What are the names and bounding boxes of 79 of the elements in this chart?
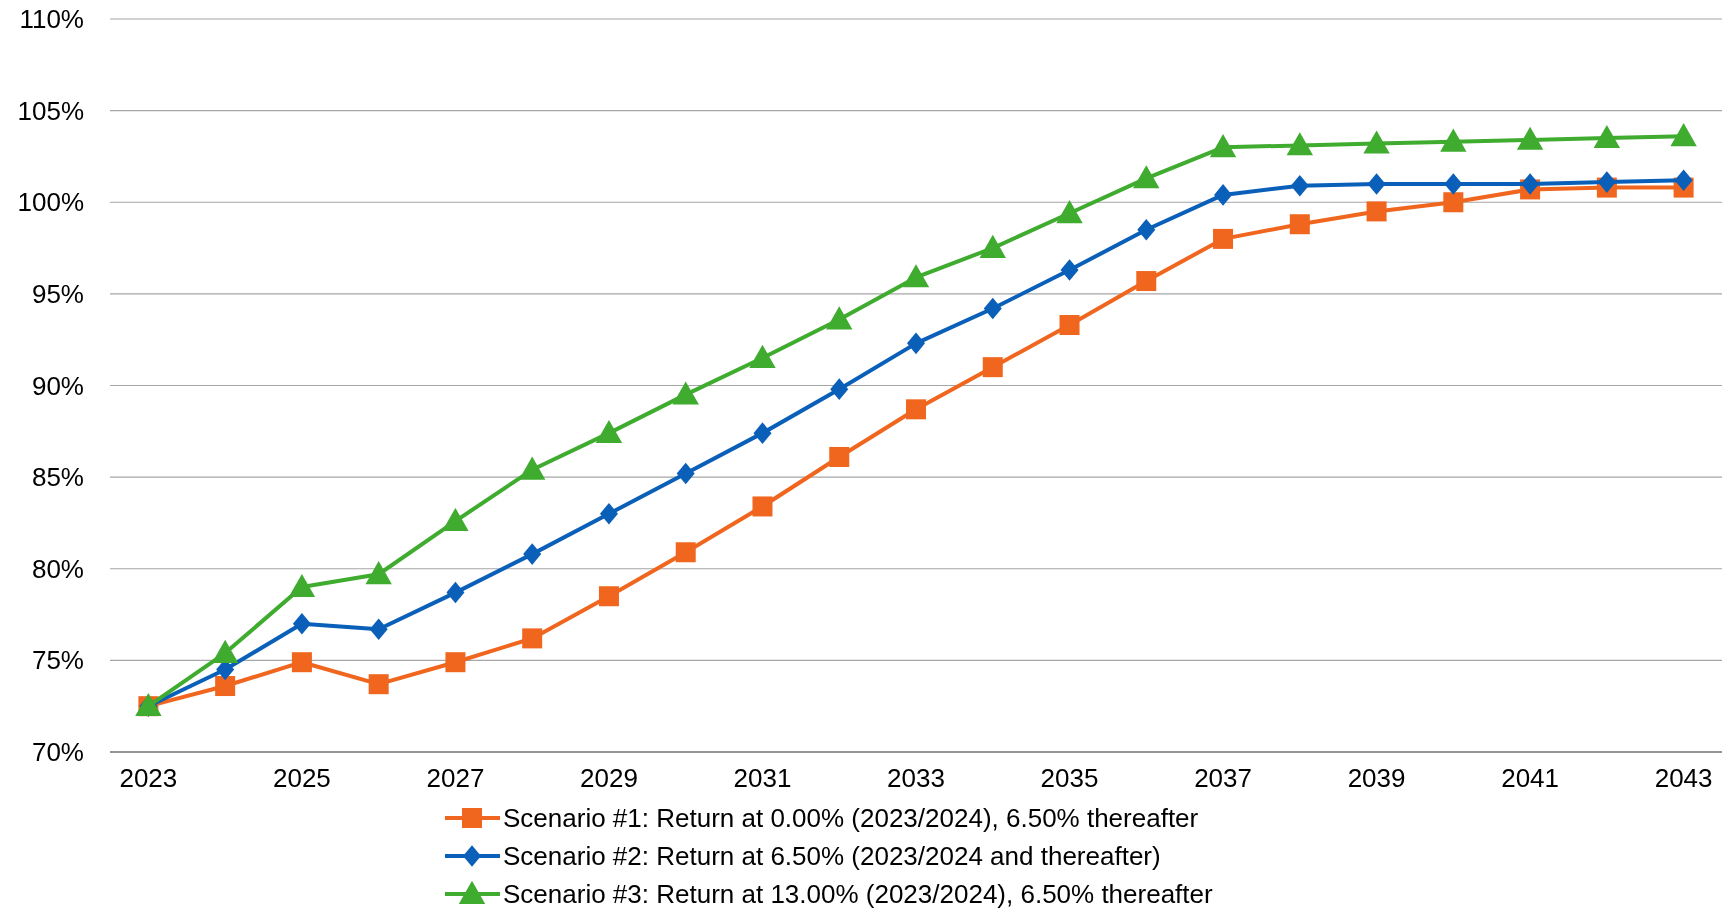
- point: [1516, 126, 1544, 150]
- point: [523, 543, 542, 565]
- point: [1444, 173, 1463, 195]
- point: [442, 507, 469, 532]
- point: [1290, 174, 1309, 197]
- legend-label: Scenario #2: Return at 6.50% (2023/2024 and thereafter): [503, 841, 1161, 872]
- y-tick-label: 100%: [17, 187, 84, 218]
- y-tick-label: 75%: [31, 645, 84, 676]
- point: [522, 628, 543, 649]
- point: [829, 446, 850, 467]
- point: [518, 456, 546, 480]
- y-tick-label: 95%: [31, 278, 84, 309]
- y-tick-label: 85%: [31, 462, 84, 493]
- point: [1289, 214, 1310, 235]
- point: [1674, 169, 1693, 192]
- point: [1137, 218, 1156, 241]
- x-tick-label: 2041: [1501, 763, 1560, 793]
- x-tick-label: 2029: [580, 763, 638, 793]
- y-tick-label: 105%: [17, 95, 84, 126]
- point: [1209, 134, 1237, 158]
- point: [1363, 130, 1390, 154]
- point: [369, 618, 388, 641]
- point: [1060, 259, 1079, 281]
- point: [211, 639, 239, 663]
- y-tick-label: 110%: [19, 4, 84, 35]
- point: [292, 612, 311, 635]
- point: [1670, 123, 1697, 147]
- y-tick-label: 90%: [31, 370, 84, 401]
- x-tick-label: 2033: [887, 763, 945, 793]
- x-tick-label: 2023: [119, 763, 178, 793]
- point: [215, 676, 236, 697]
- point: [368, 674, 389, 695]
- point: [1059, 315, 1080, 336]
- x-tick-label: 2035: [1040, 763, 1099, 793]
- point: [1213, 228, 1234, 249]
- point: [983, 297, 1002, 320]
- point: [979, 234, 1006, 258]
- x-tick-label: 2031: [733, 763, 792, 793]
- point: [752, 496, 773, 517]
- point: [1521, 173, 1540, 195]
- point: [907, 332, 925, 355]
- point: [598, 586, 619, 607]
- point: [749, 344, 776, 368]
- point: [599, 502, 618, 525]
- point: [1440, 128, 1467, 152]
- point: [902, 264, 930, 288]
- x-tick-label: 2037: [1194, 763, 1252, 793]
- point: [982, 357, 1003, 378]
- point: [1056, 200, 1083, 224]
- point: [288, 573, 316, 597]
- point: [830, 378, 849, 400]
- point: [676, 462, 695, 485]
- point: [1443, 192, 1464, 213]
- point: [675, 542, 696, 563]
- point: [1133, 165, 1160, 189]
- point: [1214, 184, 1233, 206]
- x-tick-label: 2043: [1654, 763, 1713, 793]
- x-tick-label: 2025: [272, 763, 331, 793]
- point: [753, 422, 772, 444]
- point: [906, 399, 926, 420]
- point: [1597, 171, 1616, 193]
- point: [1136, 271, 1157, 292]
- point: [826, 306, 853, 330]
- point: [1593, 124, 1621, 149]
- point: [595, 419, 623, 444]
- point: [1367, 173, 1386, 195]
- point: [1286, 132, 1314, 156]
- point: [365, 561, 392, 585]
- point: [446, 581, 465, 604]
- y-tick-label: 80%: [31, 553, 84, 584]
- point: [1366, 201, 1387, 222]
- x-tick-label: 2039: [1347, 763, 1406, 793]
- y-tick-label: 70%: [31, 737, 84, 768]
- point: [672, 381, 699, 405]
- point: [445, 652, 466, 673]
- x-tick-label: 2027: [426, 763, 485, 793]
- legend-label: Scenario #1: Return at 0.00% (2023/2024), 6.50% thereafter: [503, 803, 1199, 834]
- legend-label: Scenario #3: Return at 13.00% (2023/2024), 6.50% thereafter: [503, 879, 1214, 910]
- point: [291, 652, 312, 673]
